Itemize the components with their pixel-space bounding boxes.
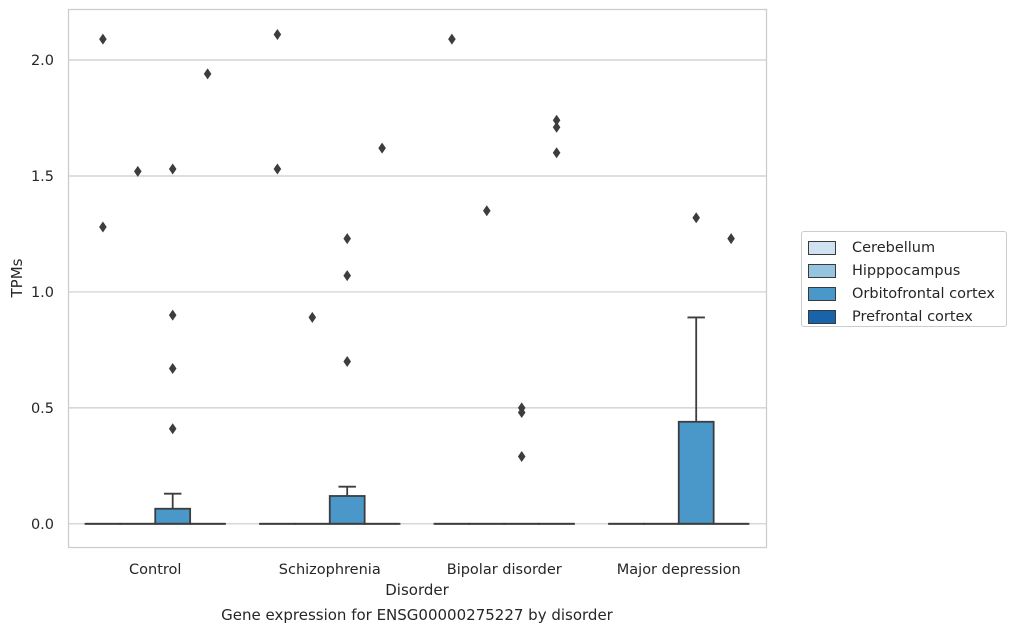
outlier-point xyxy=(378,142,386,154)
box-1-1 xyxy=(293,311,331,525)
figure-caption: Gene expression for ENSG00000275227 by d… xyxy=(221,606,613,624)
box-0-2 xyxy=(433,33,471,525)
y-axis-label: TPMs xyxy=(8,258,26,298)
legend-label: Cerebellum xyxy=(852,239,936,256)
legend-label: Prefrontal cortex xyxy=(852,308,973,325)
outlier-point xyxy=(552,121,561,133)
gridlines xyxy=(68,59,766,525)
outlier-point xyxy=(308,311,317,323)
outlier-point xyxy=(552,114,561,126)
box-3-2 xyxy=(538,114,575,525)
outlier-point xyxy=(168,423,177,435)
x-tick-label: Schizophrenia xyxy=(279,562,381,578)
outlier-point xyxy=(343,355,351,367)
legend-swatch xyxy=(808,240,836,255)
box-rect xyxy=(328,495,366,525)
outlier-point xyxy=(134,165,142,177)
outlier-point xyxy=(203,68,212,80)
legend-item-prefrontal-cortex: Prefrontal cortex xyxy=(808,305,1006,328)
outlier-point xyxy=(273,163,282,175)
box-2-0 xyxy=(154,163,192,525)
y-tick-label: 1.5 xyxy=(31,169,54,185)
outlier-point xyxy=(168,362,177,374)
box-2-2 xyxy=(503,402,541,525)
x-axis-ticks: Control Schizophrenia Bipolar disorder Majo… xyxy=(129,562,741,578)
outlier-point xyxy=(552,147,561,159)
outlier-point xyxy=(517,451,526,463)
outlier-point xyxy=(99,33,107,45)
outlier-point xyxy=(168,309,177,321)
box-3-1 xyxy=(363,142,401,525)
legend: Cerebellum Hipppocampus Orbitofrontal co… xyxy=(801,231,1007,327)
box-3-0 xyxy=(189,68,226,525)
box-rect xyxy=(677,420,715,525)
legend-swatch xyxy=(808,309,836,324)
y-tick-label: 0.5 xyxy=(31,401,54,417)
box-1-2 xyxy=(468,205,506,525)
legend-label: Orbitofrontal cortex xyxy=(852,285,995,302)
box-0-0 xyxy=(84,33,122,525)
box-rect xyxy=(154,507,192,525)
x-tick-label: Major depression xyxy=(617,562,741,578)
boxes xyxy=(84,29,750,525)
outlier-point xyxy=(692,212,700,224)
x-axis-label: Disorder xyxy=(385,581,449,599)
x-tick-label: Bipolar disorder xyxy=(447,562,562,578)
x-tick-label: Control xyxy=(129,562,181,578)
outlier-point xyxy=(343,233,351,245)
outlier-point xyxy=(273,29,282,41)
outlier-point xyxy=(168,163,177,175)
outlier-point xyxy=(343,270,351,282)
legend-item-cerebellum: Cerebellum xyxy=(808,236,1006,259)
box-1-0 xyxy=(119,165,157,525)
box-3-3 xyxy=(712,233,750,525)
legend-item-orbitofrontal-cortex: Orbitofrontal cortex xyxy=(808,282,1006,305)
box-0-1 xyxy=(259,29,296,525)
y-tick-label: 1.0 xyxy=(31,285,54,301)
y-tick-label: 2.0 xyxy=(31,53,54,69)
y-axis-ticks: 0.0 0.5 1.0 1.5 2.0 xyxy=(31,53,54,533)
box-2-1 xyxy=(328,233,366,525)
plot-frame xyxy=(67,8,768,549)
outlier-point xyxy=(448,33,456,45)
outlier-point xyxy=(727,233,735,245)
y-tick-label: 0.0 xyxy=(31,517,54,533)
legend-item-hippocampus: Hipppocampus xyxy=(808,259,1006,282)
legend-swatch xyxy=(808,263,836,278)
outlier-point xyxy=(99,221,107,233)
legend-label: Hipppocampus xyxy=(852,262,961,279)
legend-swatch xyxy=(808,286,836,301)
outlier-point xyxy=(517,407,526,418)
box-2-3 xyxy=(677,212,715,525)
outlier-point xyxy=(483,205,491,217)
